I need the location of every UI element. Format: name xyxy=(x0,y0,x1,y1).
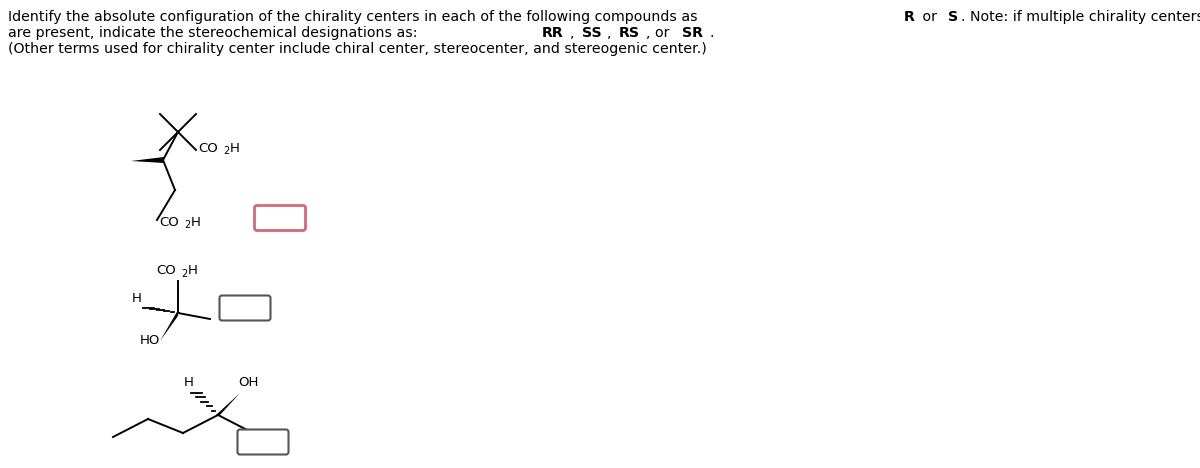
Text: H: H xyxy=(187,264,197,278)
Text: R: R xyxy=(904,10,914,24)
Text: .: . xyxy=(709,26,714,40)
Text: SR: SR xyxy=(682,26,703,40)
Text: 2: 2 xyxy=(223,146,229,156)
Text: or: or xyxy=(918,10,941,24)
Text: OH: OH xyxy=(238,376,258,389)
Text: Identify the absolute configuration of the chirality centers in each of the foll: Identify the absolute configuration of t… xyxy=(8,10,702,24)
Text: are present, indicate the stereochemical designations as:: are present, indicate the stereochemical… xyxy=(8,26,422,40)
Text: CO: CO xyxy=(156,264,175,278)
Text: , or: , or xyxy=(646,26,674,40)
Text: CO: CO xyxy=(158,215,179,228)
Text: SS: SS xyxy=(582,26,601,40)
Text: ,: , xyxy=(570,26,580,40)
Text: . Note: if multiple chirality centers: . Note: if multiple chirality centers xyxy=(961,10,1200,24)
Text: CO: CO xyxy=(198,141,217,154)
Text: HO: HO xyxy=(140,335,161,348)
Text: ,: , xyxy=(607,26,616,40)
Text: RS: RS xyxy=(619,26,640,40)
Text: S: S xyxy=(948,10,958,24)
FancyBboxPatch shape xyxy=(220,295,270,321)
Polygon shape xyxy=(160,310,178,341)
Text: H: H xyxy=(132,292,142,306)
Text: H: H xyxy=(191,215,200,228)
Polygon shape xyxy=(216,393,240,415)
Text: H: H xyxy=(184,376,194,389)
Text: RR: RR xyxy=(542,26,564,40)
Text: H: H xyxy=(229,141,239,154)
Polygon shape xyxy=(131,157,164,163)
Text: (Other terms used for chirality center include chiral center, stereocenter, and : (Other terms used for chirality center i… xyxy=(8,42,707,56)
Text: 2: 2 xyxy=(185,220,191,230)
FancyBboxPatch shape xyxy=(254,205,306,231)
Text: 2: 2 xyxy=(181,269,187,279)
FancyBboxPatch shape xyxy=(238,430,288,454)
